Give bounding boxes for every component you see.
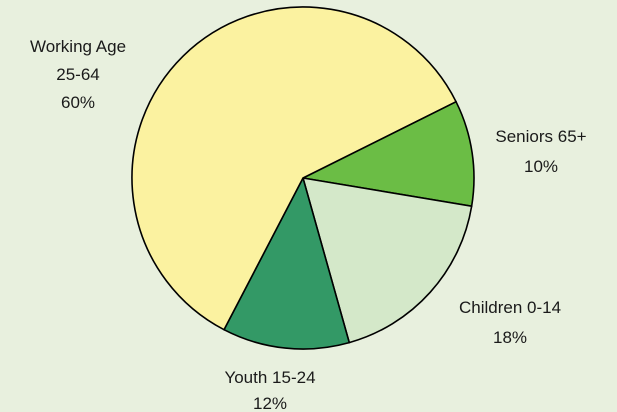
label-seniors-line1: Seniors 65+	[495, 127, 586, 146]
pie-slices	[131, 6, 475, 350]
label-children-line2: 18%	[493, 328, 527, 347]
label-children: Children 0-14 18%	[459, 298, 561, 347]
pie-slice-children-0-14	[301, 177, 473, 344]
label-youth: Youth 15-24 12%	[224, 368, 315, 412]
pie-slice-seniors-65	[300, 100, 475, 208]
label-working-age: Working Age 25-64 60%	[30, 37, 126, 112]
label-children-line1: Children 0-14	[459, 298, 561, 317]
pie-slice-working-age-25-64	[131, 6, 458, 331]
label-seniors: Seniors 65+ 10%	[495, 127, 586, 176]
pie-slice-youth-15-24	[222, 175, 351, 350]
label-working-age-line2: 25-64	[56, 65, 99, 84]
label-youth-line2: 12%	[253, 394, 287, 412]
label-youth-line1: Youth 15-24	[224, 368, 315, 387]
label-working-age-line1: Working Age	[30, 37, 126, 56]
label-working-age-line3: 60%	[61, 93, 95, 112]
label-seniors-line2: 10%	[524, 157, 558, 176]
